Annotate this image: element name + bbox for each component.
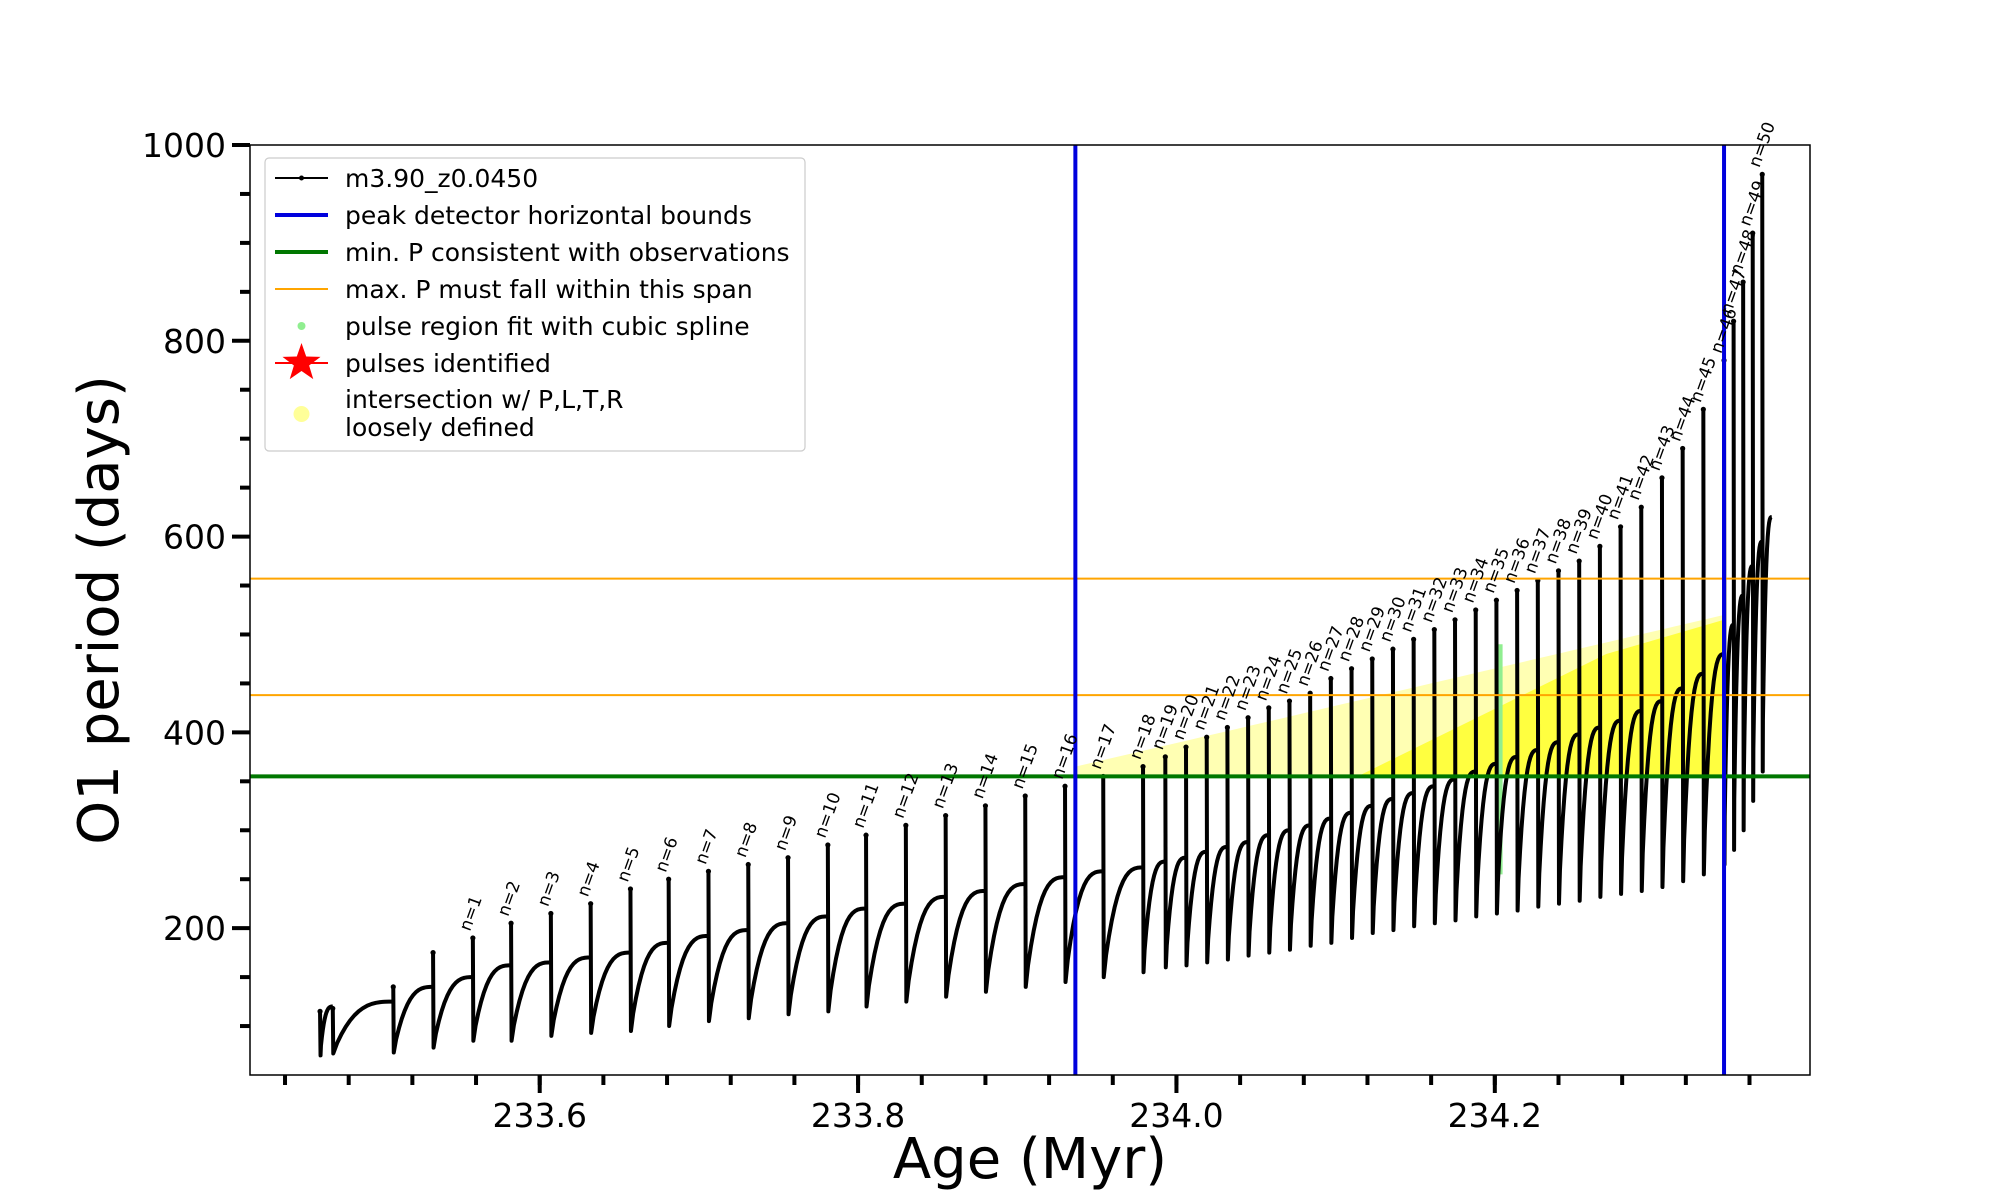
- pulse-spike-point: [1204, 734, 1210, 740]
- pulse-spike-point: [1473, 607, 1479, 613]
- pulse-spike-point: [1617, 524, 1624, 530]
- y-tick-label: 400: [163, 713, 226, 752]
- x-tick-label: 233.6: [492, 1096, 586, 1135]
- legend-label: pulse region fit with cubic spline: [345, 312, 750, 341]
- pulse-spike-point: [1224, 724, 1230, 731]
- pulse-spike-point: [705, 868, 712, 874]
- pulse-spike-point: [588, 901, 594, 907]
- pulse-spike-point: [903, 822, 909, 828]
- y-tick-label: 600: [163, 518, 226, 557]
- pulse-spike-point: [1555, 568, 1562, 574]
- pulse-spike-point: [1022, 793, 1028, 799]
- pulse-spike-point: [1390, 646, 1396, 652]
- pulse-spike-point: [1659, 475, 1665, 481]
- pulse-spike-point: [1759, 171, 1765, 177]
- pulse-spike-point: [1680, 445, 1686, 452]
- pulse-spike-point: [548, 910, 554, 917]
- x-tick-label: 234.2: [1448, 1096, 1542, 1135]
- pulse-spike-point: [508, 920, 514, 926]
- pulse-spike-point: [390, 984, 396, 990]
- legend-marker: [297, 322, 306, 330]
- pulse-spike-point: [330, 1005, 336, 1012]
- series-line: [318, 174, 1774, 1058]
- legend-label: pulses identified: [345, 349, 551, 378]
- legend-label: loosely defined: [345, 413, 535, 442]
- pulse-spike-point: [1348, 666, 1355, 672]
- pulse-spike-point: [470, 935, 476, 941]
- pulse-spike-point: [430, 950, 436, 956]
- pulse-spike-point: [982, 803, 989, 809]
- pulse-spike-point: [1286, 698, 1293, 704]
- x-tick-label: 234.0: [1129, 1096, 1223, 1135]
- pulse-spike-point: [825, 842, 831, 848]
- legend-frame: [264, 157, 806, 452]
- pulse-spike-point: [317, 1008, 323, 1014]
- pulse-spike-point: [745, 861, 751, 868]
- legend-label: intersection w/ P,L,T,R: [345, 385, 624, 414]
- pulse-spike-point: [1245, 715, 1251, 721]
- pulse-spike-point: [1452, 617, 1458, 623]
- y-tick-label: 800: [163, 322, 226, 361]
- pulse-spike-point: [1062, 783, 1068, 789]
- pulse-spike-point: [1183, 744, 1189, 750]
- pulse-spike-point: [1162, 754, 1168, 760]
- pulse-spike-point: [1638, 504, 1644, 510]
- pulse-spike-point: [1700, 406, 1706, 412]
- legend-label: max. P must fall within this span: [345, 275, 753, 304]
- plot-frame: [249, 144, 1811, 1076]
- legend-star-icon: [282, 343, 321, 380]
- intersection-core: [1359, 619, 1725, 776]
- y-tick-label: 1000: [142, 126, 226, 165]
- pulse-spike-point: [1140, 764, 1146, 770]
- pulse-spike-point: [1514, 587, 1520, 594]
- pulse-spike-point: [785, 855, 791, 861]
- x-axis-title: Age (Myr): [893, 1127, 1167, 1192]
- pulse-spike-point: [666, 876, 672, 882]
- y-axis-title: O1 period (days): [67, 375, 132, 845]
- pulse-spike-point: [1328, 675, 1334, 682]
- pulse-spike-point: [1431, 626, 1437, 633]
- pulse-spike-point: [863, 832, 869, 838]
- pulse-spike-point: [1740, 279, 1746, 285]
- pulse-spike-point: [1411, 636, 1417, 642]
- legend-marker: [293, 406, 310, 422]
- legend-marker: [299, 175, 304, 181]
- pulse-spike-point: [1730, 318, 1737, 324]
- pulse-spike-point: [1597, 543, 1603, 549]
- pulse-spike-point: [1493, 597, 1500, 603]
- x-tick-label: 233.8: [811, 1096, 905, 1135]
- pulse-spike-point: [943, 812, 949, 819]
- pulse-spike-point: [1369, 656, 1375, 662]
- pulse-spike-point: [1750, 230, 1756, 236]
- legend-label: peak detector horizontal bounds: [345, 201, 752, 230]
- y-tick-label: 200: [163, 909, 226, 948]
- pulse-spike-point: [1266, 705, 1272, 711]
- pulse-spike-point: [1576, 558, 1582, 564]
- pulse-spike-point: [627, 886, 634, 892]
- legend-label: min. P consistent with observations: [345, 238, 790, 267]
- legend-label: m3.90_z0.0450: [345, 164, 538, 193]
